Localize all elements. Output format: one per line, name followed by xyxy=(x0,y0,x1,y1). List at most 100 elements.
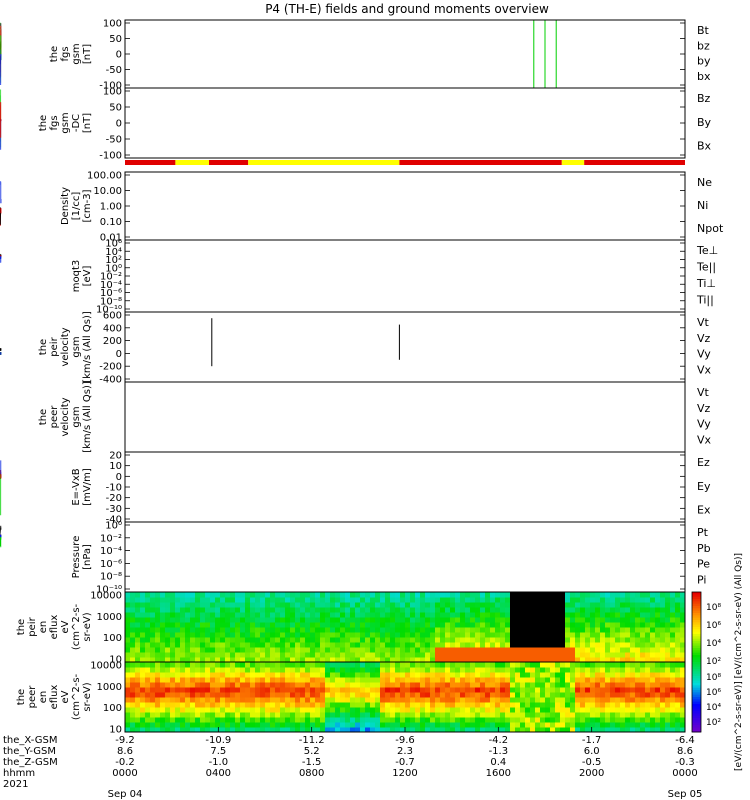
spectrogram-cell xyxy=(395,662,401,668)
y-axis-label-line: eV xyxy=(60,620,71,633)
spectrogram-cell xyxy=(580,717,586,723)
colorbar-cell xyxy=(692,652,701,656)
y-axis-label: the peir velocity gsm [km/s (All Qs)] xyxy=(38,311,93,383)
spectrogram-cell xyxy=(575,632,581,638)
spectrogram-cell xyxy=(645,672,651,678)
spectrogram-cell xyxy=(410,672,416,678)
spectrogram-cell xyxy=(175,667,181,673)
spectrogram-cell xyxy=(160,682,166,688)
spectrogram-cell xyxy=(200,607,206,613)
x-axis-row-label: the_X-GSM xyxy=(3,735,57,746)
legend-entry: by xyxy=(697,55,711,68)
spectrogram-cell xyxy=(330,617,336,623)
colorbar-cell xyxy=(692,676,701,679)
spectrogram-cell xyxy=(650,597,656,603)
mode-bar-segment xyxy=(125,160,176,165)
spectrogram-cell xyxy=(150,667,156,673)
spectrogram-cell xyxy=(225,682,231,688)
spectrogram-cell xyxy=(145,712,151,718)
spectrogram-cell xyxy=(425,667,431,673)
spectrogram-cell xyxy=(310,722,316,728)
spectrogram-cell xyxy=(595,677,601,683)
spectrogram-cell xyxy=(605,692,611,698)
spectrogram-cell xyxy=(665,682,671,688)
spectrogram-cell xyxy=(540,622,546,628)
spectrogram-cell xyxy=(185,667,191,673)
series-ti xyxy=(0,256,2,263)
spectrogram-cell xyxy=(590,652,596,658)
spectrogram-cell xyxy=(305,592,311,598)
spectrogram-cell xyxy=(635,717,641,723)
spectrogram-cell xyxy=(635,687,641,693)
spectrogram-cell xyxy=(180,627,186,633)
spectrogram-cell xyxy=(385,667,391,673)
spectrogram-cell xyxy=(645,642,651,648)
spectrogram-cell xyxy=(125,677,131,683)
spectrogram-cell xyxy=(320,647,326,653)
spectrogram-cell xyxy=(470,667,476,673)
y-tick-label: -100 xyxy=(99,151,122,162)
spectrogram-cell xyxy=(550,642,556,648)
spectrogram-cell xyxy=(500,627,506,633)
spectrogram-cell xyxy=(470,717,476,723)
spectrogram-cell xyxy=(195,657,201,663)
spectrogram-cell xyxy=(610,717,616,723)
spectrogram-cell xyxy=(140,637,146,643)
spectrogram-cell xyxy=(140,622,146,628)
x-tick-label: 0000 xyxy=(112,768,137,779)
spectrogram-cell xyxy=(495,672,501,678)
spectrogram-cell xyxy=(275,677,281,683)
spectrogram-cell xyxy=(635,597,641,603)
spectrogram-cell xyxy=(425,687,431,693)
spectrogram-cell xyxy=(340,667,346,673)
spectrogram-cell xyxy=(650,622,656,628)
spectrogram-cell xyxy=(680,607,686,613)
spectrogram-cell xyxy=(165,597,171,603)
series-pt xyxy=(0,525,2,535)
spectrogram-cell xyxy=(250,702,256,708)
spectrogram-cell xyxy=(580,657,586,663)
spectrogram-cell xyxy=(560,692,566,698)
spectrogram-cell xyxy=(620,662,626,668)
y-axis-label-line: peir xyxy=(27,616,38,636)
spectrogram-cell xyxy=(565,647,571,653)
spectrogram-cell xyxy=(240,712,246,718)
spectrogram-cell xyxy=(175,717,181,723)
spectrogram-cell xyxy=(375,687,381,693)
spectrogram-cell xyxy=(295,647,301,653)
spectrogram-cell xyxy=(485,627,491,633)
spectrogram-cell xyxy=(600,597,606,603)
spectrogram-cell xyxy=(510,637,516,643)
spectrogram-cell xyxy=(515,697,521,703)
spectrogram-cell xyxy=(215,707,221,713)
spectrogram-cell xyxy=(505,682,511,688)
spectrogram-cell xyxy=(145,717,151,723)
spectrogram-cell xyxy=(305,647,311,653)
spectrogram-cell xyxy=(240,597,246,603)
spectrogram-cell xyxy=(575,592,581,598)
spectrogram-cell xyxy=(205,697,211,703)
spectrogram-cell xyxy=(675,722,681,728)
spectrogram-cell xyxy=(135,657,141,663)
spectrogram-cell xyxy=(510,647,516,653)
spectrogram-cell xyxy=(650,612,656,618)
spectrogram-cell xyxy=(675,692,681,698)
spectrogram-cell xyxy=(415,607,421,613)
spectrogram-cell xyxy=(330,682,336,688)
spectrogram-cell xyxy=(350,607,356,613)
spectrogram-cell xyxy=(585,622,591,628)
spectrogram-cell xyxy=(140,597,146,603)
spectrogram-cell xyxy=(420,642,426,648)
spectrogram-cell xyxy=(170,692,176,698)
y-axis-label-line: fgs xyxy=(60,46,71,61)
spectrogram-cell xyxy=(645,682,651,688)
spectrogram-cell xyxy=(620,722,626,728)
spectrogram-cell xyxy=(150,622,156,628)
spectrogram-cell xyxy=(225,687,231,693)
spectrogram-cell xyxy=(440,667,446,673)
x-axis-annotation: the_X-GSMthe_Y-GSMthe_Z-GSMhhmm2021-9.28… xyxy=(3,727,702,800)
spectrogram-cell xyxy=(280,637,286,643)
spectrogram-cell xyxy=(175,617,181,623)
spectrogram-cell xyxy=(435,612,441,618)
colorbar-cell xyxy=(692,701,701,705)
